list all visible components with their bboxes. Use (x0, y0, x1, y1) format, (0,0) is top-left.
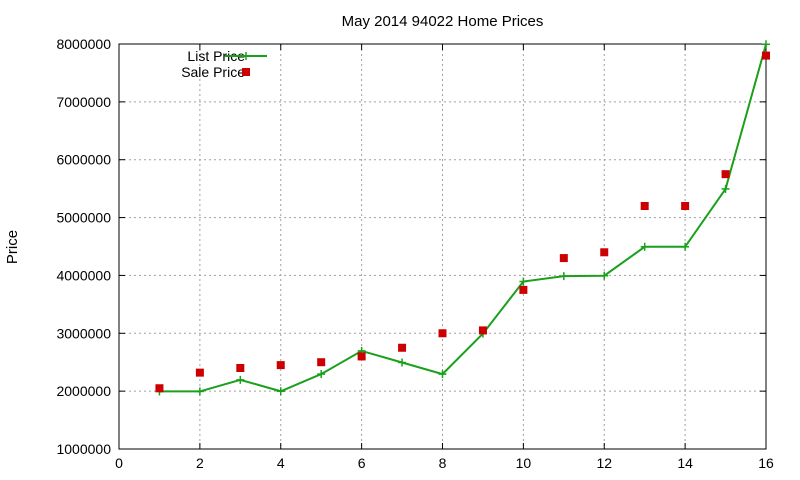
legend-entry: Sale Price (181, 64, 250, 80)
x-tick-label: 2 (196, 455, 204, 471)
x-tick-label: 12 (596, 455, 612, 471)
y-axis-label: Price (4, 230, 21, 264)
y-tick-label: 7000000 (56, 94, 111, 110)
data-point (438, 329, 447, 338)
chart-title: May 2014 94022 Home Prices (342, 13, 544, 30)
series-sale-price (155, 51, 770, 393)
y-tick-label: 1000000 (56, 441, 111, 457)
y-tick-label: 3000000 (56, 325, 111, 341)
data-point (681, 202, 690, 210)
data-point (559, 254, 568, 263)
x-tick-label: 10 (516, 455, 532, 471)
y-axis: 1000000 2000000 3000000 4000000 5000000 60000… (56, 36, 766, 457)
data-point (559, 272, 568, 281)
y-tick-label: 8000000 (56, 36, 111, 52)
x-tick-label: 16 (758, 455, 774, 471)
data-point (519, 277, 528, 286)
x-axis: 0 2 4 6 8 10 12 14 16 (115, 44, 774, 471)
data-point (236, 364, 245, 372)
series-list-price (155, 40, 770, 396)
data-point (681, 242, 690, 251)
x-tick-label: 4 (277, 455, 285, 471)
y-tick-label: 4000000 (56, 267, 111, 283)
data-point (721, 170, 730, 179)
data-point (317, 370, 326, 379)
x-tick-label: 0 (115, 455, 123, 471)
data-point (236, 375, 245, 384)
x-tick-label: 14 (677, 455, 693, 471)
data-point (762, 40, 770, 49)
data-point (519, 285, 528, 294)
data-point (762, 51, 770, 60)
data-point (317, 358, 326, 367)
data-point (195, 368, 204, 377)
data-point (600, 271, 609, 280)
legend-entry: List Price (187, 48, 267, 64)
series-layer (155, 40, 770, 396)
data-point (195, 387, 204, 396)
x-tick-label: 6 (358, 455, 366, 471)
y-tick-label: 5000000 (56, 210, 111, 226)
data-point (398, 358, 407, 367)
data-point (640, 202, 649, 210)
data-point (640, 242, 649, 251)
data-point (600, 248, 609, 257)
legend-label: Sale Price (181, 64, 245, 80)
data-point (276, 361, 285, 370)
data-point (438, 370, 447, 379)
data-point (721, 184, 730, 193)
data-point (357, 352, 366, 361)
data-point (276, 387, 285, 396)
legend-swatch-marker (242, 68, 250, 76)
y-tick-label: 6000000 (56, 152, 111, 168)
data-point (398, 343, 407, 352)
legend-label: List Price (187, 48, 245, 64)
data-point (155, 384, 164, 393)
data-point (478, 326, 487, 335)
x-tick-label: 8 (439, 455, 447, 471)
y-tick-label: 2000000 (56, 383, 111, 399)
series-line (159, 44, 767, 393)
legend-swatch-marker (242, 52, 250, 60)
